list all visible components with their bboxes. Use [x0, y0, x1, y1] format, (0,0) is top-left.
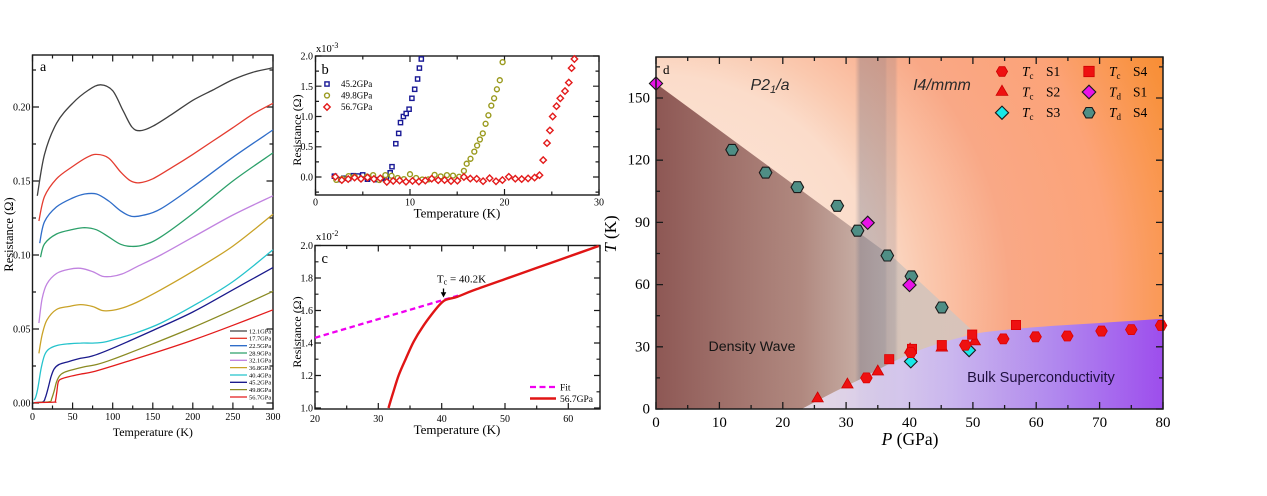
- svg-text:80: 80: [1156, 415, 1171, 431]
- svg-text:b: b: [322, 62, 329, 78]
- svg-text:56.7GPa: 56.7GPa: [249, 394, 271, 401]
- svg-text:1.8: 1.8: [301, 274, 314, 285]
- svg-text:P (GPa): P (GPa): [881, 429, 939, 449]
- svg-text:1.2: 1.2: [301, 371, 314, 382]
- svg-text:Resistance (Ω): Resistance (Ω): [290, 296, 304, 367]
- svg-text:0.5: 0.5: [301, 142, 314, 153]
- svg-text:28.9GPa: 28.9GPa: [249, 350, 271, 357]
- svg-text:10: 10: [405, 198, 415, 209]
- svg-text:c: c: [322, 251, 328, 267]
- svg-text:Tc = 40.2K: Tc = 40.2K: [437, 274, 486, 287]
- svg-text:20: 20: [775, 415, 790, 431]
- svg-text:0: 0: [313, 198, 318, 209]
- svg-text:0: 0: [652, 415, 660, 431]
- svg-text:1.6: 1.6: [301, 306, 314, 317]
- svg-text:I4/mmm: I4/mmm: [913, 77, 971, 94]
- svg-text:Td: Td: [1109, 85, 1122, 102]
- svg-text:0.20: 0.20: [13, 103, 31, 114]
- svg-text:56.7GPa: 56.7GPa: [341, 102, 372, 112]
- svg-text:S1: S1: [1133, 85, 1147, 100]
- svg-text:Temperature (K): Temperature (K): [113, 425, 193, 439]
- svg-text:49.8GPa: 49.8GPa: [341, 91, 372, 101]
- svg-text:2.0: 2.0: [301, 241, 314, 252]
- svg-text:300: 300: [266, 412, 281, 423]
- svg-text:250: 250: [225, 412, 240, 423]
- svg-text:20: 20: [310, 414, 320, 425]
- svg-text:S1: S1: [1046, 64, 1060, 79]
- svg-text:T (K): T (K): [601, 215, 620, 252]
- svg-text:150: 150: [145, 412, 160, 423]
- svg-text:50: 50: [68, 412, 78, 423]
- svg-text:12.1GPa: 12.1GPa: [249, 328, 271, 335]
- svg-text:0.0: 0.0: [301, 173, 314, 184]
- svg-text:Tc: Tc: [1109, 64, 1121, 81]
- svg-text:Resistance (Ω): Resistance (Ω): [290, 94, 304, 165]
- svg-text:30: 30: [373, 414, 383, 425]
- svg-text:1.0: 1.0: [301, 112, 314, 123]
- svg-text:49.8GPa: 49.8GPa: [249, 387, 271, 394]
- svg-text:32.1GPa: 32.1GPa: [249, 358, 271, 365]
- svg-text:1.5: 1.5: [301, 82, 314, 93]
- svg-text:0.15: 0.15: [13, 177, 31, 188]
- svg-text:30: 30: [839, 415, 854, 431]
- svg-text:0: 0: [643, 402, 651, 418]
- svg-text:50: 50: [500, 414, 510, 425]
- svg-text:0.00: 0.00: [13, 399, 31, 410]
- svg-text:Density Wave: Density Wave: [709, 339, 796, 355]
- svg-text:Tc: Tc: [1022, 85, 1034, 102]
- svg-text:150: 150: [628, 91, 651, 107]
- svg-text:90: 90: [635, 215, 650, 231]
- svg-text:20: 20: [500, 198, 510, 209]
- svg-text:17.7GPa: 17.7GPa: [249, 336, 271, 343]
- svg-text:Resistance (Ω): Resistance (Ω): [2, 197, 16, 271]
- svg-text:S4: S4: [1133, 64, 1148, 79]
- svg-text:36.8GPa: 36.8GPa: [249, 365, 271, 372]
- svg-text:a: a: [40, 60, 47, 75]
- svg-text:S2: S2: [1046, 85, 1060, 100]
- svg-text:S4: S4: [1133, 105, 1148, 120]
- svg-text:50: 50: [965, 415, 980, 431]
- svg-text:40.4GPa: 40.4GPa: [249, 372, 271, 379]
- svg-text:Temperature (K): Temperature (K): [414, 422, 501, 437]
- svg-text:d: d: [663, 62, 670, 77]
- svg-text:30: 30: [635, 339, 650, 355]
- svg-text:22.5GPa: 22.5GPa: [249, 343, 271, 350]
- svg-text:P21/a: P21/a: [750, 77, 789, 96]
- svg-text:Tc: Tc: [1022, 105, 1034, 122]
- svg-text:0: 0: [30, 412, 35, 423]
- svg-text:70: 70: [1092, 415, 1107, 431]
- svg-text:100: 100: [105, 412, 120, 423]
- svg-text:0.05: 0.05: [13, 325, 31, 336]
- svg-text:10: 10: [712, 415, 727, 431]
- svg-text:120: 120: [628, 153, 651, 169]
- svg-text:60: 60: [1029, 415, 1044, 431]
- svg-text:45.2GPa: 45.2GPa: [341, 79, 372, 89]
- svg-text:1.4: 1.4: [301, 339, 314, 350]
- svg-text:60: 60: [635, 277, 650, 293]
- svg-text:Temperature (K): Temperature (K): [414, 206, 501, 221]
- svg-text:0.10: 0.10: [13, 251, 31, 262]
- svg-text:S3: S3: [1046, 105, 1061, 120]
- svg-text:Td: Td: [1109, 105, 1122, 122]
- svg-text:40: 40: [902, 415, 917, 431]
- svg-text:30: 30: [594, 198, 604, 209]
- svg-text:1.0: 1.0: [301, 404, 314, 415]
- svg-text:45.2GPa: 45.2GPa: [249, 380, 271, 387]
- svg-text:60: 60: [563, 414, 573, 425]
- svg-text:200: 200: [185, 412, 200, 423]
- svg-text:56.7GPa: 56.7GPa: [560, 395, 594, 405]
- svg-text:Bulk Superconductivity: Bulk Superconductivity: [967, 370, 1115, 386]
- svg-text:2.0: 2.0: [301, 52, 314, 63]
- svg-text:Fit: Fit: [560, 384, 571, 394]
- svg-text:Tc: Tc: [1022, 64, 1034, 81]
- svg-text:40: 40: [437, 414, 447, 425]
